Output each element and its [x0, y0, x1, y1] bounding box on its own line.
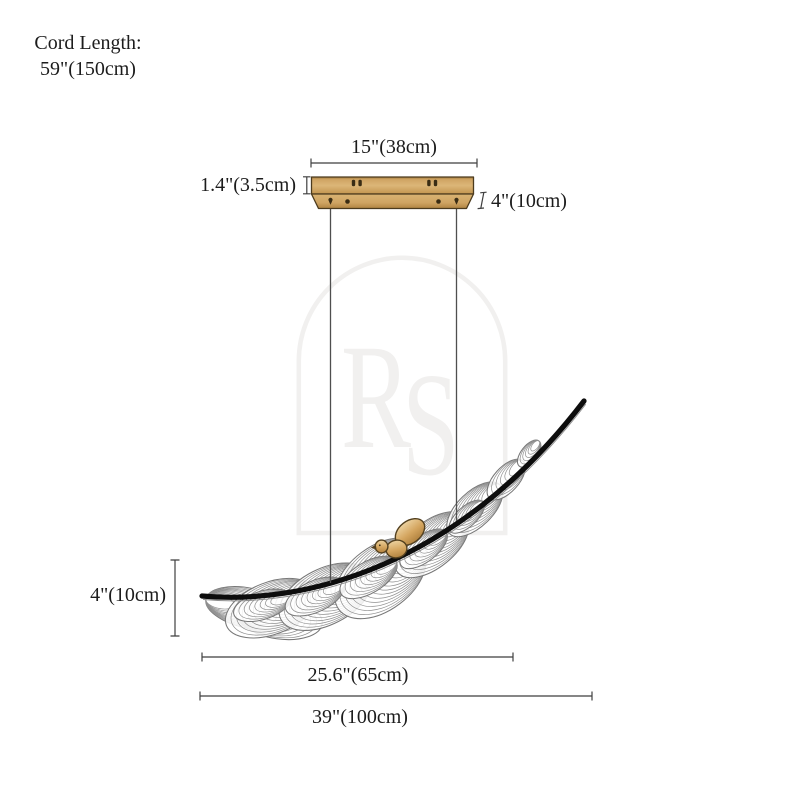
canopy-front-face — [310, 193, 475, 210]
dim-fixture-height-line — [170, 559, 180, 637]
feather-spine — [199, 398, 587, 600]
canopy-screw-right — [436, 199, 441, 204]
canopy-top-face — [310, 176, 475, 195]
watermark-letter-s: S — [402, 342, 460, 507]
watermark-arch — [296, 255, 508, 536]
overall-width-label: 39"(100cm) — [312, 706, 408, 728]
canopy-width-label: 15"(38cm) — [351, 136, 437, 158]
cord-length-value: 59"(150cm) — [40, 58, 136, 80]
bird-eye — [378, 544, 381, 547]
dim-overall-width-line — [199, 691, 593, 701]
dim-canopy-height-bracket — [303, 176, 311, 195]
fixture-height-label: 4"(10cm) — [90, 584, 166, 606]
bird-figurine — [370, 517, 426, 559]
canopy-screw-left — [345, 199, 350, 204]
dim-canopy-width-line — [310, 158, 478, 168]
canopy-depth-label: 4"(10cm) — [491, 190, 567, 212]
cord-length-label: Cord Length: — [34, 32, 142, 54]
ceiling-canopy — [310, 176, 475, 210]
cord-length-note: Cord Length: 59"(150cm) — [20, 30, 156, 82]
canopy-screw-slots-right — [427, 179, 438, 187]
canopy-screw-slots-left — [351, 179, 362, 187]
bird-beak — [370, 544, 377, 550]
feather-width-label: 25.6"(65cm) — [307, 664, 409, 686]
canopy-height-label: 1.4"(3.5cm) — [200, 174, 296, 196]
dim-feather-width-line — [201, 652, 514, 662]
dim-canopy-depth-bracket — [477, 191, 487, 210]
spine-edge-line — [203, 404, 586, 602]
cord-hook-right — [454, 197, 459, 205]
bird-head — [374, 539, 389, 554]
watermark-logo: R S — [296, 255, 508, 536]
watermark-letter-r: R — [341, 315, 412, 481]
cord-hook-left — [328, 197, 333, 205]
